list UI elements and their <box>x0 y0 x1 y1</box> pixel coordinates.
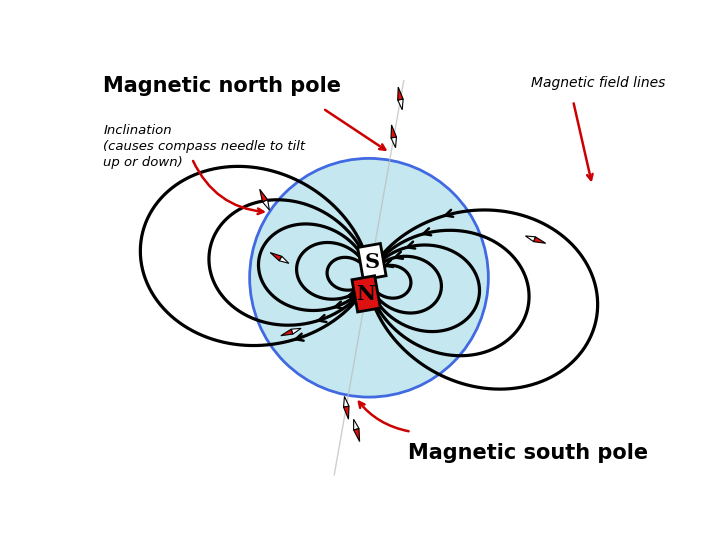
Polygon shape <box>391 125 397 138</box>
Polygon shape <box>343 406 349 419</box>
Polygon shape <box>397 99 403 110</box>
Polygon shape <box>526 236 536 241</box>
Polygon shape <box>397 87 403 100</box>
Polygon shape <box>281 329 293 336</box>
Polygon shape <box>352 276 380 312</box>
Text: Inclination
(causes compass needle to tilt
up or down): Inclination (causes compass needle to ti… <box>104 124 305 169</box>
Text: S: S <box>364 252 379 272</box>
Polygon shape <box>391 137 397 148</box>
Text: Magnetic north pole: Magnetic north pole <box>104 76 341 96</box>
Polygon shape <box>263 200 269 210</box>
Polygon shape <box>270 252 282 261</box>
Ellipse shape <box>250 158 488 397</box>
Polygon shape <box>534 237 546 243</box>
Text: Magnetic field lines: Magnetic field lines <box>531 76 665 90</box>
Polygon shape <box>343 397 349 407</box>
Polygon shape <box>279 256 289 263</box>
Text: N: N <box>356 284 376 304</box>
Polygon shape <box>291 328 301 334</box>
Polygon shape <box>260 189 268 202</box>
Polygon shape <box>354 428 359 442</box>
Text: Magnetic south pole: Magnetic south pole <box>408 443 647 463</box>
Polygon shape <box>354 419 359 430</box>
Polygon shape <box>358 244 386 280</box>
